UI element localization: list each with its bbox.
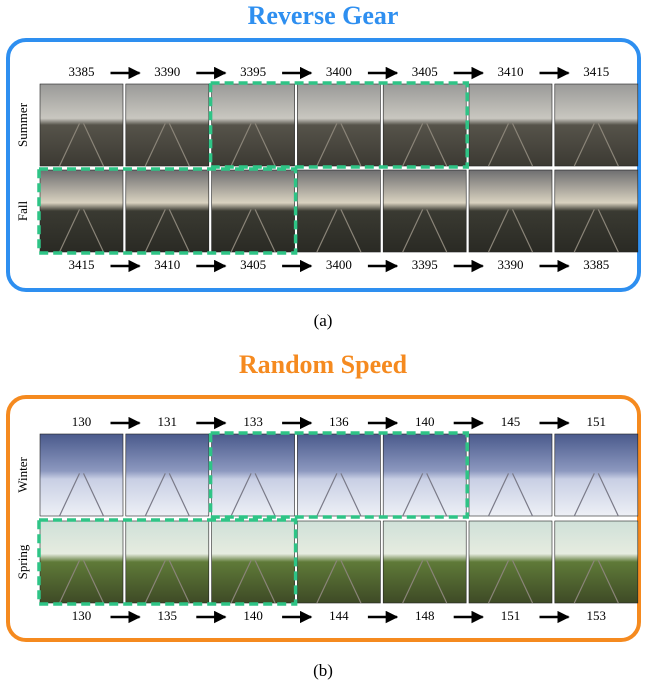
- frame-image: [555, 434, 638, 516]
- frame-image: [297, 521, 380, 603]
- frame-image: [383, 434, 466, 516]
- frame-number: 151: [501, 608, 521, 623]
- panel-title: Random Speed: [239, 350, 408, 379]
- frame-image: [297, 84, 380, 166]
- frame-number: 3415: [583, 64, 609, 79]
- frame-number: 151: [587, 414, 607, 429]
- frame-image: [126, 521, 209, 603]
- frame-number: 135: [158, 608, 178, 623]
- frame-image: [383, 170, 466, 252]
- row-label: Winter: [15, 457, 30, 493]
- frame-number: 136: [329, 414, 349, 429]
- frame-number: 3385: [69, 64, 95, 79]
- frame-image: [555, 84, 638, 166]
- frame-number: 145: [501, 414, 521, 429]
- figure: Reverse Gear (a) Summer 3385 3390 3395 3400 340…: [0, 0, 647, 685]
- frame-number: 140: [243, 608, 263, 623]
- frame-image: [40, 84, 123, 166]
- row-label: Spring: [15, 544, 30, 579]
- frame-image: [40, 434, 123, 516]
- frame-image: [469, 170, 552, 252]
- frame-number: 140: [415, 414, 435, 429]
- frame-number: 3395: [240, 64, 266, 79]
- frame-image: [555, 521, 638, 603]
- frame-image: [40, 170, 123, 252]
- frame-image: [383, 521, 466, 603]
- frame-number: 131: [158, 414, 178, 429]
- frame-number: 130: [72, 608, 92, 623]
- frame-number: 133: [243, 414, 263, 429]
- frame-image: [212, 521, 295, 603]
- frame-number: 3400: [326, 64, 352, 79]
- frame-image: [212, 434, 295, 516]
- frame-number: 3410: [154, 257, 180, 272]
- panel-title: Reverse Gear: [248, 1, 399, 30]
- panel-caption: (b): [313, 661, 333, 680]
- frame-image: [469, 434, 552, 516]
- frame-number: 3415: [69, 257, 95, 272]
- frame-number: 3410: [498, 64, 524, 79]
- frame-image: [297, 434, 380, 516]
- panel-caption: (a): [314, 311, 333, 330]
- frame-image: [126, 434, 209, 516]
- frame-image: [469, 84, 552, 166]
- frame-image: [297, 170, 380, 252]
- frame-image: [40, 521, 123, 603]
- row-label: Fall: [15, 201, 30, 222]
- frame-image: [383, 84, 466, 166]
- frame-number: 144: [329, 608, 349, 623]
- frame-number: 3390: [498, 257, 524, 272]
- frame-number: 3405: [240, 257, 266, 272]
- frame-image: [126, 84, 209, 166]
- frame-number: 3405: [412, 64, 438, 79]
- frame-image: [469, 521, 552, 603]
- frame-number: 3390: [154, 64, 180, 79]
- frame-number: 3400: [326, 257, 352, 272]
- frame-image: [212, 84, 295, 166]
- row-label: Summer: [15, 102, 30, 147]
- frame-image: [555, 170, 638, 252]
- frame-number: 148: [415, 608, 435, 623]
- frame-number: 130: [72, 414, 92, 429]
- frame-image: [126, 170, 209, 252]
- frame-number: 3385: [583, 257, 609, 272]
- frame-image: [212, 170, 295, 252]
- frame-number: 3395: [412, 257, 438, 272]
- frame-number: 153: [587, 608, 607, 623]
